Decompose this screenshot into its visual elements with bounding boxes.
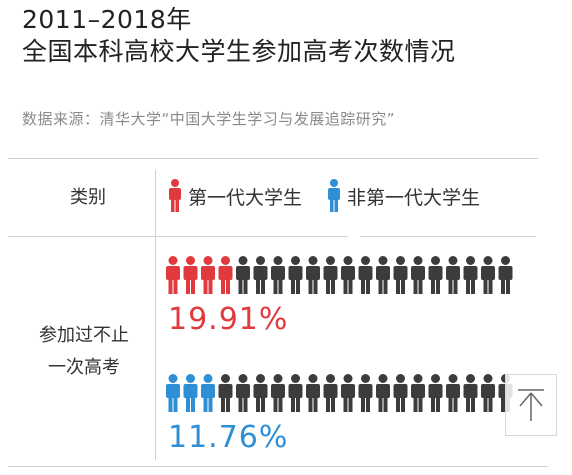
person-icon xyxy=(218,374,233,412)
legend-first-gen-label: 第一代大学生 xyxy=(188,186,303,209)
person-icon xyxy=(306,256,320,294)
person-icon xyxy=(166,374,180,412)
person-icon xyxy=(253,374,268,412)
title-years: 2011–2018年 xyxy=(22,5,192,34)
person-icon xyxy=(271,374,285,412)
person-icon xyxy=(411,256,425,294)
data-label-first-gen: 19.91% xyxy=(168,302,289,337)
person-icon xyxy=(201,374,215,412)
divider-vertical xyxy=(155,170,156,460)
divider-bottom xyxy=(8,466,548,467)
divider-header-right xyxy=(360,236,536,237)
legend-non-first-gen: 非第一代大学生 xyxy=(327,179,480,213)
legend-non-first-gen-label: 非第一代大学生 xyxy=(347,186,481,209)
divider-header-left xyxy=(8,236,348,237)
person-icon xyxy=(498,256,513,294)
person-icon xyxy=(169,179,181,212)
chart-title: 2011–2018年 全国本科高校大学生参加高考次数情况 xyxy=(22,4,456,68)
person-icon xyxy=(428,256,443,294)
person-icon xyxy=(481,256,495,294)
person-icon xyxy=(376,256,390,294)
title-main: 全国本科高校大学生参加高考次数情况 xyxy=(22,37,456,66)
scroll-to-top-button[interactable] xyxy=(505,374,557,436)
person-icon xyxy=(328,179,340,212)
person-icon xyxy=(183,256,198,294)
legend-first-gen: 第一代大学生 xyxy=(168,179,302,213)
person-icon xyxy=(288,374,303,412)
row-label-line1: 参加过不止 xyxy=(39,325,129,346)
person-icon xyxy=(271,256,285,294)
person-icon xyxy=(183,374,198,412)
person-icon xyxy=(393,256,408,294)
person-icon xyxy=(446,256,460,294)
person-icon xyxy=(463,374,478,412)
person-icon xyxy=(393,374,408,412)
arrow-up-icon xyxy=(518,389,544,421)
person-icon xyxy=(323,256,338,294)
person-icon xyxy=(358,374,373,412)
person-icon xyxy=(341,374,355,412)
data-label-non-first-gen: 11.76% xyxy=(168,420,289,455)
person-icon xyxy=(166,256,180,294)
row-label-line2: 一次高考 xyxy=(48,357,120,378)
divider-top xyxy=(8,158,538,159)
person-icon xyxy=(218,256,233,294)
person-icon xyxy=(201,256,215,294)
person-icon xyxy=(428,374,443,412)
person-icon xyxy=(253,256,268,294)
category-header: 类别 xyxy=(70,187,106,208)
person-icon xyxy=(481,374,495,412)
person-icon xyxy=(288,256,303,294)
person-icon xyxy=(463,256,478,294)
person-icon xyxy=(376,374,390,412)
person-icon xyxy=(341,256,355,294)
person-icon xyxy=(306,374,320,412)
person-icon xyxy=(236,256,250,294)
data-source: 数据来源：清华大学“中国大学生学习与发展追踪研究” xyxy=(22,110,396,128)
person-icon xyxy=(358,256,373,294)
person-icon xyxy=(323,374,338,412)
person-icon xyxy=(236,374,250,412)
person-icon xyxy=(446,374,460,412)
row-label: 参加过不止 一次高考 xyxy=(14,320,154,384)
person-icon xyxy=(411,374,425,412)
